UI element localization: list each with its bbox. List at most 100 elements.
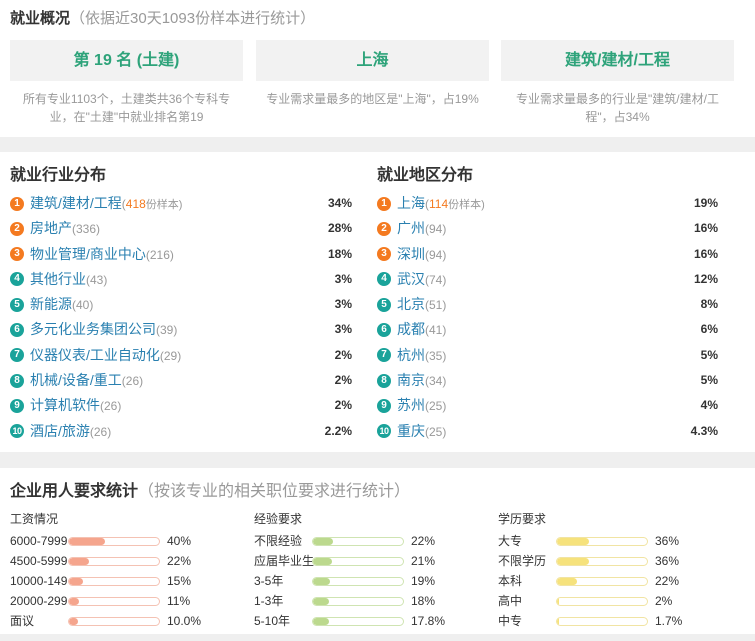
percent-value: 21% [411,554,436,568]
top-region-value: 上海 [356,52,389,69]
industry-link[interactable]: 房地产 [30,220,72,237]
region-row: 1 上海(114份样本) 19% [377,191,718,216]
industry-link[interactable]: 物业管理/商业中心 [30,245,146,262]
requirement-row: 4500-5999 22% [10,551,240,571]
region-link[interactable]: 成都 [397,321,425,338]
industry-item: 酒店/旅游(26) [30,419,111,445]
region-link[interactable]: 杭州 [397,346,425,363]
progress-fill [313,558,332,565]
requirement-row: 1-3年 18% [254,591,484,611]
progress-fill [557,578,577,585]
requirement-label: 本科 [498,574,523,588]
progress-bar [556,597,648,606]
region-link[interactable]: 南京 [397,372,425,389]
percent-value: 3% [334,271,352,286]
region-link[interactable]: 深圳 [397,245,425,262]
experience-column: 经验要求 不限经验 22% 应届毕业生 21% 3-5年 19% 1-3年 18% 5-10年 1… [254,509,484,634]
industry-link[interactable]: 多元化业务集团公司 [30,321,156,338]
percent-value: 4.3% [690,423,718,438]
region-row: 9 苏州(25) 4% [377,393,718,418]
industry-link[interactable]: 仪器仪表/工业自动化 [30,346,160,363]
progress-fill [69,578,83,585]
percent-value: 5% [700,347,718,362]
region-link[interactable]: 北京 [397,296,425,313]
region-link[interactable]: 武汉 [397,270,425,287]
progress-bar [68,617,160,626]
industry-item: 多元化业务集团公司(39) [30,317,177,343]
percent-value: 16% [693,246,718,261]
region-row: 10 重庆(25) 4.3% [377,419,718,444]
top-region-description: 专业需求量最多的地区是"上海"，占19% [266,92,479,106]
rank-badge: 9 [10,398,24,413]
region-link[interactable]: 上海 [397,195,425,211]
progress-bar [312,577,404,586]
rank-badge: 6 [377,322,391,337]
percent-value: 2% [655,594,673,608]
industry-row: 5 新能源(40) 3% [10,292,352,317]
rank-badge: 2 [377,221,391,236]
region-row: 8 南京(34) 5% [377,368,718,393]
requirement-label: 不限经验 [254,534,303,548]
rank-badge: 10 [10,424,24,439]
percent-value: 2% [334,373,352,388]
industry-link[interactable]: 其他行业 [30,270,86,287]
progress-fill [69,558,89,565]
rank-badge: 8 [10,373,24,388]
education-rows: 大专 36% 不限学历 36% 本科 22% 高中 2% 中专 1.7% [498,531,728,631]
progress-fill [557,598,559,605]
rank-badge: 4 [10,272,24,287]
progress-fill [313,618,330,625]
sample-count: (34) [425,374,447,389]
requirement-label: 中专 [498,614,523,628]
region-distribution-title: 就业地区分布 [377,167,474,184]
industry-item: 机械/设备/重工(26) [30,368,143,394]
sample-count: 418 [125,197,146,211]
region-link[interactable]: 苏州 [397,397,425,414]
region-item: 成都(41) [397,317,446,343]
rank-badge: 3 [377,247,391,262]
rank-badge: 6 [10,322,24,337]
sample-count: (216) [145,247,174,262]
requirement-row: 10000-149 15% [10,571,240,591]
progress-bar [68,597,160,606]
region-link[interactable]: 重庆 [397,422,425,439]
region-link[interactable]: 广州 [397,220,425,237]
industry-row: 2 房地产(336) 28% [10,216,352,241]
progress-fill [313,538,333,545]
progress-fill [557,538,590,545]
sample-count: (336) [72,222,101,237]
sample-count: (41) [425,323,447,338]
region-item: 广州(94) [397,216,446,242]
salary-heading: 工资情况 [10,512,59,526]
industry-row: 1 建筑/建材/工程(418份样本) 34% [10,191,352,216]
progress-bar [68,537,160,546]
progress-bar [312,597,404,606]
industry-link[interactable]: 酒店/旅游 [30,422,90,439]
industry-link[interactable]: 计算机软件 [30,397,100,414]
progress-fill [313,598,330,605]
percent-value: 40% [167,534,192,548]
percent-value: 11% [167,594,191,608]
salary-column: 工资情况 6000-7999 40% 4500-5999 22% 10000-149 15… [10,509,240,634]
industry-link[interactable]: 建筑/建材/工程 [30,195,122,211]
overview-title: 就业概况 [10,10,71,27]
percent-value: 5% [700,373,718,388]
industry-link[interactable]: 新能源 [30,296,72,313]
top-industry-value: 建筑/建材/工程 [565,52,670,69]
progress-bar [556,577,648,586]
industry-row: 10 酒店/旅游(26) 2.2% [10,419,352,444]
industry-link[interactable]: 机械/设备/重工 [30,372,122,389]
requirement-row: 面议 10.0% [10,611,240,631]
top-industry-description: 专业需求量最多的行业是"建筑/建材/工程"，占34% [516,92,719,124]
region-row: 2 广州(94) 16% [377,216,718,241]
rank-badge: 5 [10,297,24,312]
top-region-card: 上海 [256,40,489,81]
progress-bar [556,617,648,626]
region-item: 杭州(35) [397,343,446,369]
overview-subtitle: （依据近30天1093份样本进行统计） [70,10,316,27]
percent-value: 2.2% [324,423,352,438]
rank-badge: 5 [377,297,391,312]
percent-value: 15% [167,574,192,588]
industry-item: 其他行业(43) [30,267,107,293]
sample-count: (94) [425,247,447,262]
